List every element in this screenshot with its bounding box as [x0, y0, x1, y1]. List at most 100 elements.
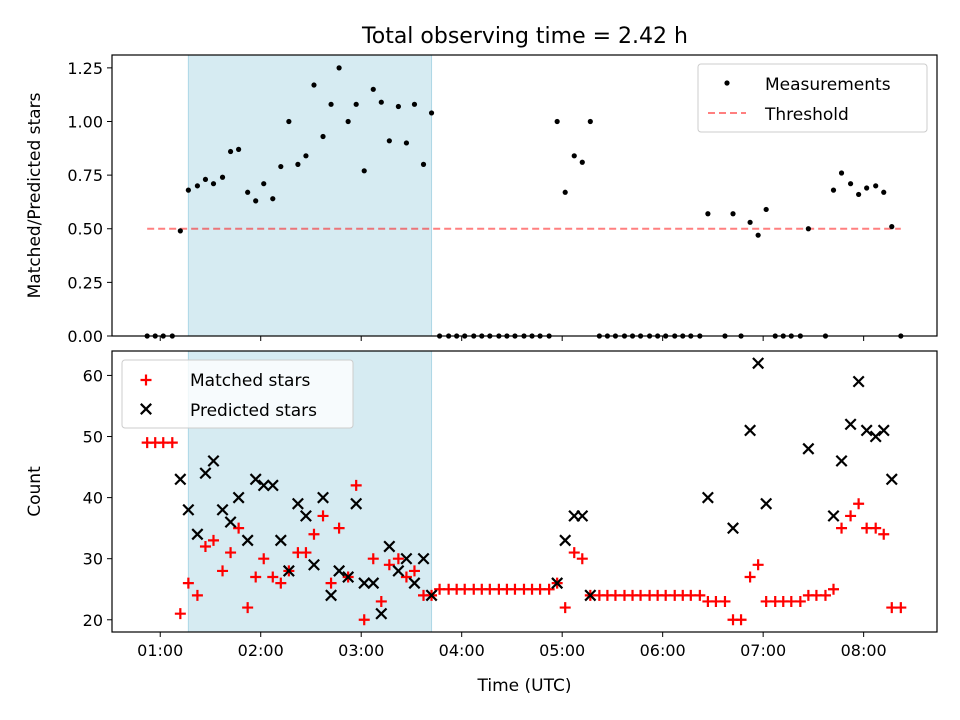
data-point: [856, 191, 862, 198]
data-point: [587, 118, 593, 125]
y-axis-label: Matched/Predicted stars: [25, 92, 45, 298]
data-point: [216, 503, 229, 516]
data-point: [576, 509, 589, 522]
data-point: [353, 101, 359, 107]
data-point: [199, 467, 212, 480]
data-point: [333, 564, 346, 577]
x-axis-label: Time (UTC): [477, 676, 572, 696]
data-point: [275, 577, 287, 589]
data-point: [827, 583, 839, 595]
data-point: [367, 577, 380, 590]
y-tick-label: 1.25: [67, 59, 103, 78]
data-point: [852, 375, 865, 388]
data-point: [763, 206, 769, 213]
data-point: [286, 118, 292, 125]
data-point: [889, 224, 895, 230]
data-point: [730, 211, 736, 217]
data-point: [392, 553, 404, 565]
data-point: [719, 595, 731, 607]
data-point: [838, 170, 845, 176]
y-tick-label: 40: [83, 489, 103, 508]
data-point: [835, 454, 848, 467]
y-tick-label: 1.00: [67, 112, 103, 131]
data-point: [191, 589, 203, 601]
y-tick-label: 0.25: [67, 273, 103, 292]
data-point: [805, 226, 811, 232]
data-point: [400, 552, 413, 565]
data-point: [210, 181, 217, 187]
y-tick-label: 60: [83, 366, 103, 385]
data-point: [870, 522, 882, 534]
data-point: [383, 559, 395, 571]
data-point: [562, 189, 568, 195]
data-point: [847, 181, 854, 187]
y-tick-label: 50: [83, 428, 103, 447]
legend-label-threshold: Threshold: [764, 105, 849, 125]
data-point: [403, 140, 410, 146]
data-point: [744, 424, 757, 437]
data-point: [300, 547, 312, 559]
data-point: [392, 564, 405, 577]
data-point: [219, 174, 226, 180]
data-point: [358, 614, 370, 626]
data-point: [819, 589, 831, 601]
data-point: [199, 540, 211, 552]
data-point: [844, 418, 857, 431]
x-tick-label: 08:00: [841, 641, 887, 660]
data-point: [802, 442, 815, 455]
data-point: [358, 577, 371, 590]
legend-label-matched: Matched stars: [190, 371, 310, 391]
data-point: [328, 101, 334, 107]
data-point: [308, 528, 320, 540]
data-point: [400, 571, 412, 583]
x-tick-label: 03:00: [338, 641, 384, 660]
data-point: [752, 357, 765, 370]
data-point: [174, 608, 186, 620]
axes-frame: [111, 350, 938, 633]
data-point: [194, 183, 201, 189]
top-panel: 0.00 0.25 0.50 0.75 1.00 1.25 Matched/Predicte…: [25, 54, 938, 346]
data-point: [185, 187, 191, 193]
data-point: [282, 564, 295, 577]
data-point: [425, 589, 438, 602]
data-point: [576, 553, 588, 565]
data-point: [860, 424, 873, 437]
data-point: [877, 424, 890, 437]
data-point: [253, 198, 259, 204]
data-point: [278, 163, 284, 170]
data-point: [236, 146, 242, 152]
data-point: [299, 509, 312, 522]
bottom-panel: 20 30 40 50 60 01:00 02:00 03:00 04:00 05:00 06:00…: [25, 350, 938, 696]
data-point: [873, 183, 879, 189]
data-point: [747, 219, 753, 225]
data-point: [350, 479, 362, 491]
x-tick-label: 02:00: [238, 641, 284, 660]
data-point: [408, 577, 421, 590]
observing-span-shade: [187, 54, 433, 337]
data-point: [249, 473, 262, 486]
axes-frame: [111, 54, 938, 337]
x-tick-label: 01:00: [137, 641, 183, 660]
data-point: [191, 528, 204, 541]
data-point: [370, 86, 376, 92]
data-point: [166, 437, 178, 449]
data-point: [342, 571, 355, 583]
data-point: [225, 547, 237, 559]
data-point: [579, 159, 585, 165]
data-point: [830, 187, 837, 193]
data-point: [383, 540, 396, 553]
data-point: [177, 228, 183, 234]
series-measurements: [144, 65, 904, 339]
data-point: [755, 232, 761, 238]
data-point: [320, 133, 326, 140]
legend-box: [121, 359, 354, 429]
data-point: [881, 189, 887, 195]
data-point: [559, 534, 572, 547]
data-point: [794, 595, 806, 607]
data-point: [408, 565, 420, 577]
legend: Measurements Threshold: [697, 63, 928, 133]
data-point: [224, 516, 237, 529]
data-point: [386, 138, 392, 144]
legend-label-predicted: Predicted stars: [190, 401, 317, 421]
data-point: [232, 491, 245, 504]
